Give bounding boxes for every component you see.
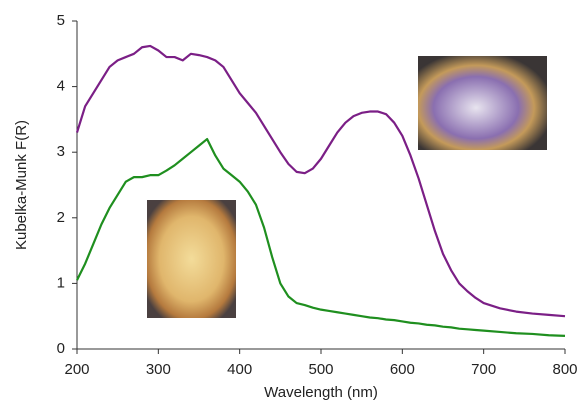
- y-tick-label: 3: [57, 143, 65, 160]
- x-tick-label: 300: [146, 361, 171, 378]
- inset-photo-purple: [418, 56, 547, 150]
- y-axis-label: Kubelka-Munk F(R): [13, 120, 30, 250]
- x-tick-label: 400: [227, 361, 252, 378]
- y-tick-label: 1: [57, 274, 65, 291]
- x-tick-label: 700: [471, 361, 496, 378]
- x-axis-label: Wavelength (nm): [264, 384, 378, 401]
- y-tick-label: 5: [57, 12, 65, 29]
- inset-photo-yellow: [147, 200, 236, 318]
- x-tick-label: 200: [64, 361, 89, 378]
- x-tick-label: 600: [390, 361, 415, 378]
- x-tick-label: 800: [552, 361, 577, 378]
- y-tick-label: 4: [57, 78, 65, 95]
- y-tick-label: 2: [57, 209, 65, 226]
- chart: Wavelength (nm) Kubelka-Munk F(R) 0 1 2 3 4 5…: [0, 0, 580, 405]
- y-tick-label: 0: [57, 340, 65, 357]
- x-tick-label: 500: [308, 361, 333, 378]
